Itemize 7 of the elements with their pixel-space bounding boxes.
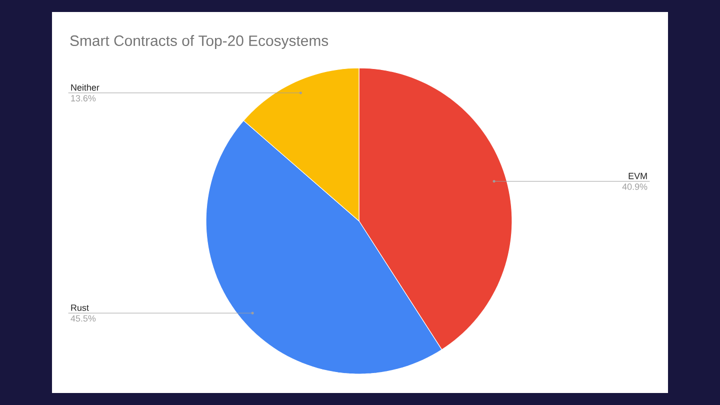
slice-label: Neither	[71, 84, 100, 91]
chart-title: Smart Contracts of Top-20 Ecosystems	[70, 35, 328, 49]
data-label: 13.6%	[71, 95, 96, 102]
slice-label: EVM	[628, 172, 647, 180]
data-label: 40.9%	[622, 184, 648, 190]
slice-label: Rust	[71, 304, 89, 311]
data-label: 45.5%	[70, 315, 96, 322]
